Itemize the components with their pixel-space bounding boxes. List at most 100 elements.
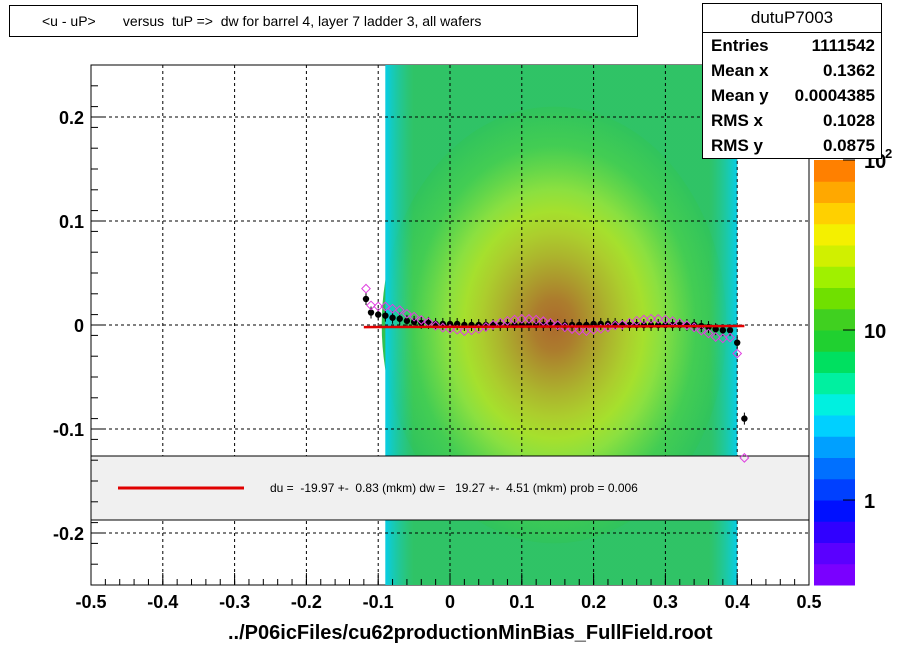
profile-open-marker — [480, 322, 491, 332]
profile-open-marker — [581, 326, 592, 337]
palette-cell — [814, 542, 855, 565]
y-tick-label: 0 — [74, 316, 84, 336]
profile-open-marker — [732, 348, 743, 359]
x-tick-label: 0.1 — [509, 592, 534, 612]
palette-tick-label: 10 — [864, 321, 886, 343]
palette-cell — [814, 181, 855, 203]
palette-cell — [814, 393, 855, 416]
profile-open-marker — [437, 322, 448, 333]
profile-open-marker — [516, 313, 527, 324]
profile-open-marker — [361, 283, 371, 294]
profile-open-marker — [401, 308, 412, 319]
profile-open-marker — [531, 314, 542, 325]
palette-cell — [814, 202, 855, 225]
profile-point — [432, 320, 439, 328]
palette-cell — [814, 330, 855, 352]
stat-value: 0.0004385 — [794, 86, 875, 105]
stat-mean-x: Mean x 0.1362 — [703, 58, 881, 83]
palette-cell — [814, 521, 855, 543]
palette-cell — [814, 478, 855, 501]
profile-point — [367, 309, 375, 316]
profile-point — [726, 327, 734, 334]
stat-label: RMS x — [711, 111, 763, 130]
profile-point — [375, 311, 382, 318]
profile-open-marker — [495, 317, 506, 328]
x-tick-label: 0.3 — [653, 592, 678, 612]
profile-open-marker — [696, 325, 707, 336]
stats-box: dutuP7003 Entries 1111542 Mean x 0.1362 Me… — [702, 3, 882, 159]
profile-open-marker — [373, 301, 384, 312]
palette-cell — [814, 372, 855, 395]
profile-open-marker — [710, 332, 721, 342]
profile-open-marker — [423, 317, 434, 328]
profile-open-marker — [653, 313, 664, 324]
palette-cell — [814, 500, 855, 522]
profile-open-marker — [631, 315, 642, 326]
stats-name: dutuP7003 — [703, 4, 881, 33]
profile-open-marker — [409, 311, 420, 322]
profile-point — [410, 318, 418, 326]
x-tick-label: 0.5 — [796, 592, 821, 612]
axes: -0.5 -0.4 -0.3 -0.2 -0.1 0 0.1 0.2 0.3 0.4 0.5 -0.2… — [53, 64, 822, 612]
profile-open-marker — [703, 328, 714, 339]
stat-label: Entries — [711, 36, 769, 55]
stat-mean-y: Mean y 0.0004385 — [703, 83, 881, 108]
stat-value: 1111542 — [811, 36, 875, 55]
y-tick-label: 0.1 — [59, 212, 84, 232]
profile-open-marker — [509, 314, 520, 325]
x-tick-label: -0.3 — [219, 592, 250, 612]
profile-point — [389, 314, 396, 321]
profile-open-marker — [394, 305, 405, 316]
palette-cell — [814, 457, 855, 480]
stat-label: Mean y — [711, 86, 769, 105]
profile-open-marker — [459, 326, 470, 337]
chart-title: <u - uP> versus tuP => dw for barrel 4, … — [9, 5, 638, 37]
palette-cell — [814, 160, 855, 182]
profile-point — [396, 315, 403, 322]
stat-rms-x: RMS x 0.1028 — [703, 108, 881, 133]
palette-cell — [814, 266, 855, 288]
profile-open-marker — [366, 300, 376, 311]
palette-cell — [814, 351, 855, 373]
profile-open-marker — [545, 318, 556, 328]
profile-point — [362, 295, 370, 303]
profile-point — [719, 327, 727, 334]
palette-cell — [814, 415, 855, 437]
profile-open-marker — [667, 316, 678, 327]
profile-open-marker — [466, 325, 477, 336]
profile-open-marker — [660, 314, 671, 325]
profile-point — [453, 320, 461, 328]
palette-cell — [814, 308, 855, 331]
profile-point — [418, 319, 425, 327]
x-tick-label: 0.2 — [581, 592, 606, 612]
profile-point — [403, 317, 411, 325]
palette-exponent: 2 — [885, 146, 892, 161]
profile-open-marker — [416, 315, 427, 325]
x-tick-label: -0.1 — [363, 592, 394, 612]
profile-open-marker — [638, 314, 649, 325]
profile-open-marker — [739, 452, 750, 463]
stat-rms-y: RMS y 0.0875 — [703, 133, 881, 158]
x-tick-label: 0.4 — [725, 592, 750, 612]
profile-point — [734, 339, 741, 346]
profile-open-marker — [380, 301, 391, 312]
profile-open-marker — [559, 322, 570, 333]
stat-label: Mean x — [711, 61, 769, 80]
profile-open-marker — [387, 303, 398, 314]
stat-value: 0.1028 — [823, 111, 875, 130]
palette-tick-label: 1 — [864, 491, 875, 513]
legend-text: du = -19.97 +- 0.83 (mkm) dw = 19.27 +- … — [270, 481, 638, 495]
x-axis-title: ../P06icFiles/cu62productionMinBias_Full… — [228, 622, 713, 644]
fit-line — [363, 324, 745, 329]
profile-open-marker — [717, 333, 728, 344]
profile-open-marker — [624, 317, 635, 328]
profile-open-marker — [538, 316, 549, 327]
x-tick-label: -0.5 — [75, 592, 106, 612]
profile-point — [446, 320, 454, 328]
profile-open-marker — [646, 313, 656, 324]
profile-open-marker — [574, 325, 585, 336]
x-tick-label: 0 — [445, 592, 455, 612]
palette-cell — [814, 563, 855, 586]
